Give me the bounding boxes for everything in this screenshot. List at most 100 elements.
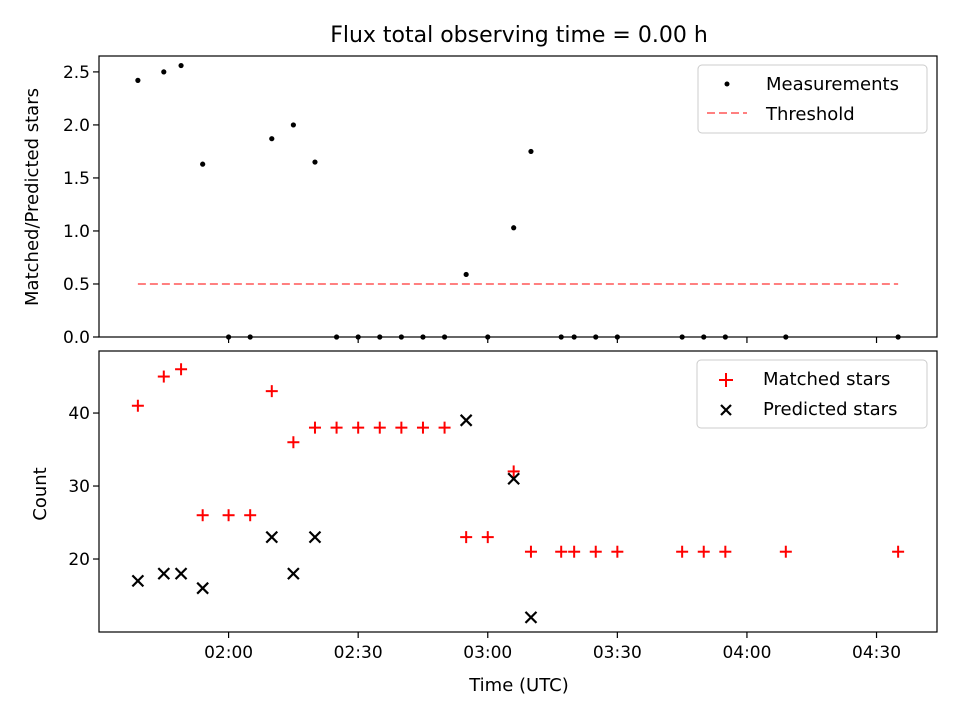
measurement-point — [333, 334, 340, 340]
bottom-x-tick-label: 04:00 — [722, 643, 771, 663]
top-panel-frame — [98, 55, 938, 338]
measurement-point — [558, 334, 564, 340]
matched-star-point — [222, 509, 235, 522]
measurement-point — [571, 334, 577, 340]
matched-star-point — [524, 545, 537, 558]
matched-star-point — [892, 545, 905, 558]
measurement-point — [290, 122, 296, 128]
bottom-x-tick-label: 03:30 — [593, 643, 642, 663]
matched-star-point — [308, 421, 321, 434]
top-y-tick-label: 2.5 — [63, 63, 90, 83]
matched-star-point — [438, 421, 451, 434]
measurement-point — [593, 334, 599, 340]
matched-star-point — [287, 436, 300, 449]
measurement-point — [200, 161, 206, 167]
top-y-tick-label: 1.0 — [63, 222, 90, 242]
bottom-panel: 20 30 40 02:00 02:30 03:00 03:30 04:00 04:30 Co… — [30, 350, 938, 696]
predicted-star-point — [524, 611, 538, 624]
measurement-point — [485, 334, 491, 340]
predicted-star-point — [174, 567, 188, 580]
matched-star-point — [131, 399, 144, 412]
measurement-point — [178, 62, 184, 69]
measurement-point — [614, 334, 620, 340]
top-marks — [135, 62, 901, 340]
measurement-point — [135, 77, 141, 83]
predicted-star-point — [196, 581, 209, 595]
matched-star-point — [719, 545, 732, 558]
figure-title: Flux total observing time = 0.00 h — [330, 23, 708, 48]
top-y-ticks: 0.0 0.5 1.0 1.5 2.0 2.5 — [63, 63, 99, 348]
legend-matched-marker — [719, 373, 733, 387]
measurement-point — [247, 334, 253, 340]
bottom-x-ticks: 02:00 02:30 03:00 03:30 04:00 04:30 — [204, 632, 901, 663]
bottom-legend: Matched stars Predicted stars — [696, 359, 928, 429]
matched-star-point — [175, 363, 188, 376]
matched-star-point — [244, 509, 257, 522]
measurement-point — [463, 271, 469, 278]
measurement-point — [528, 148, 534, 155]
measurement-point — [511, 225, 517, 231]
top-y-axis-label: Matched/Predicted stars — [22, 88, 43, 306]
bottom-y-ticks: 20 30 40 — [68, 404, 99, 570]
measurement-point — [895, 334, 901, 340]
matched-star-point — [395, 421, 408, 434]
matched-star-point — [611, 545, 624, 558]
legend-predicted-label: Predicted stars — [763, 399, 897, 420]
matched-star-point — [507, 465, 520, 478]
measurement-point — [722, 334, 728, 340]
bottom-x-tick-label: 02:30 — [334, 643, 383, 663]
matched-star-point — [568, 545, 581, 558]
matched-star-point — [676, 545, 689, 558]
matched-star-point — [481, 531, 494, 544]
measurement-point — [441, 334, 448, 340]
bottom-x-tick-label: 03:00 — [463, 643, 512, 663]
x-axis-label: Time (UTC) — [468, 675, 569, 696]
predicted-star-point — [459, 414, 473, 427]
bottom-marks — [131, 363, 905, 624]
top-y-tick-label: 0.0 — [63, 328, 90, 348]
bottom-y-tick-label: 20 — [68, 550, 90, 570]
predicted-star-point — [265, 530, 279, 544]
bottom-x-tick-label: 04:30 — [852, 643, 901, 663]
matched-star-point — [416, 421, 429, 434]
bottom-y-axis-label: Count — [30, 467, 51, 520]
bottom-panel-frame — [98, 350, 938, 633]
matched-star-point — [196, 509, 209, 522]
measurement-point — [161, 69, 167, 75]
measurement-point — [679, 334, 685, 340]
matched-star-point — [330, 421, 343, 434]
matched-star-point — [373, 421, 386, 434]
matched-star-point — [589, 545, 602, 558]
matched-star-point — [555, 545, 568, 558]
top-y-tick-label: 2.0 — [63, 116, 90, 136]
matched-star-point — [779, 545, 792, 558]
measurement-point — [398, 334, 404, 340]
legend-measurements-marker — [724, 81, 730, 87]
top-legend: Measurements Threshold — [697, 64, 928, 134]
predicted-star-point — [157, 567, 171, 580]
matched-star-point — [352, 421, 365, 434]
matched-star-point — [460, 531, 473, 544]
legend-measurements-label: Measurements — [766, 74, 899, 95]
legend-matched-label: Matched stars — [763, 369, 890, 390]
predicted-star-point — [131, 574, 145, 588]
matched-star-point — [265, 385, 278, 398]
measurement-point — [420, 334, 426, 340]
bottom-legend-box — [696, 359, 928, 429]
measurement-point — [355, 334, 361, 340]
predicted-star-point — [507, 472, 520, 486]
bottom-x-tick-label: 02:00 — [204, 643, 253, 663]
measurement-point — [225, 334, 232, 340]
top-y-tick-label: 0.5 — [63, 275, 90, 295]
legend-threshold-label: Threshold — [765, 104, 855, 125]
top-y-tick-label: 1.5 — [63, 169, 90, 189]
measurement-point — [269, 136, 275, 142]
bottom-y-tick-label: 40 — [68, 404, 90, 424]
matched-star-point — [697, 545, 710, 558]
legend-predicted-marker — [720, 404, 732, 416]
top-legend-box — [697, 64, 928, 134]
matched-star-point — [157, 370, 170, 383]
measurement-point — [701, 334, 707, 340]
measurement-point — [377, 334, 383, 340]
